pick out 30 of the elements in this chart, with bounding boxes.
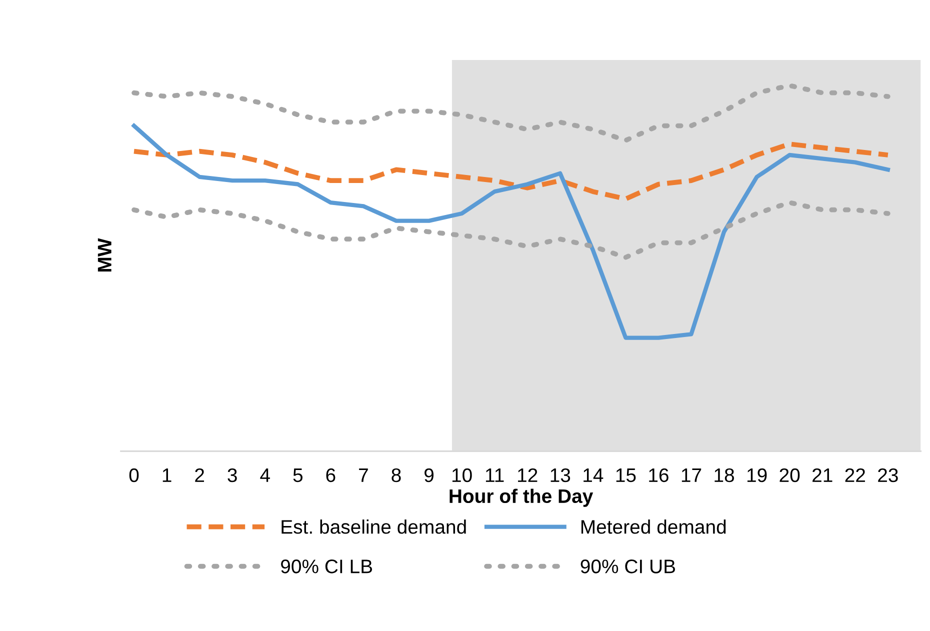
x-tick-label: 19 — [747, 468, 767, 482]
x-tick-label: 12 — [518, 468, 538, 482]
legend-label: 90% CI UB — [580, 560, 676, 574]
x-tick-label: 14 — [584, 468, 604, 482]
x-tick-label: 17 — [682, 468, 702, 482]
x-tick-label: 4 — [260, 468, 270, 482]
y-axis-title: MW — [98, 238, 112, 272]
x-tick-label: 1 — [162, 468, 172, 482]
x-tick-label: 8 — [392, 468, 401, 482]
x-tick-label: 7 — [359, 468, 368, 482]
x-tick-label: 20 — [780, 468, 800, 482]
x-tick-label: 5 — [293, 468, 302, 482]
x-axis-title: Hour of the Day — [450, 488, 594, 507]
legend-label: Metered demand — [581, 520, 726, 534]
legend-label: 90% CI LB — [281, 560, 372, 574]
x-tick-label: 13 — [550, 468, 570, 482]
x-tick-label: 11 — [486, 468, 504, 482]
x-tick-label: 6 — [326, 468, 336, 482]
x-tick-label: 2 — [195, 468, 204, 482]
x-tick-label: 15 — [616, 468, 636, 482]
x-tick-label: 9 — [424, 468, 434, 482]
x-tick-label: 23 — [878, 468, 898, 482]
x-tick-label: 10 — [452, 468, 472, 482]
legend-label: Est. baseline demand — [282, 520, 466, 534]
x-tick-label: 21 — [812, 468, 832, 482]
x-tick-label: 16 — [649, 468, 668, 482]
x-tick-label: 18 — [714, 468, 734, 482]
x-tick-label: 22 — [845, 468, 865, 482]
x-tick-label: 3 — [228, 468, 237, 482]
x-tick-label: 0 — [129, 468, 139, 482]
